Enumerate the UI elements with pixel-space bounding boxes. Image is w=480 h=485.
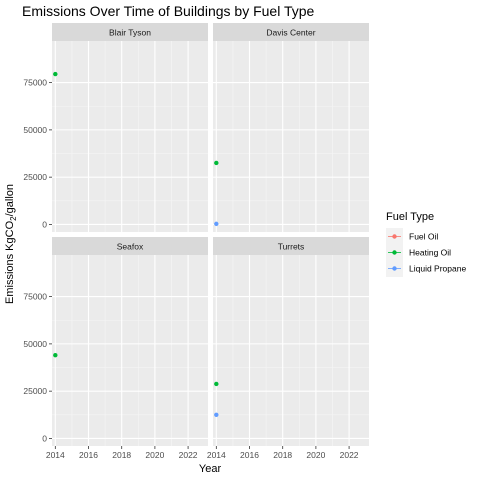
legend-entry-label: Heating Oil	[409, 248, 451, 258]
legend: Fuel Type Fuel Oil Heating Oil Liquid Prop…	[386, 211, 466, 277]
y-axes: 0 25000 50000 75000 0 25000 50000 75000	[23, 78, 52, 443]
y-tick-label: 25000	[23, 386, 47, 396]
facet-blair-tyson: Blair Tyson	[52, 23, 208, 232]
legend-title: Fuel Type	[386, 211, 434, 223]
facet-seafox: Seafox	[52, 237, 208, 446]
y-tick-label: 0	[42, 219, 47, 229]
y-axis-label-subscript: 2	[9, 216, 18, 221]
legend-key-point	[392, 266, 397, 271]
legend-entry-liquid-propane: Liquid Propane	[386, 260, 466, 277]
facet-strip-label: Davis Center	[266, 28, 315, 38]
x-tick-label: 2022	[179, 450, 198, 460]
facet-strip	[213, 23, 369, 41]
y-tick-label: 75000	[23, 292, 47, 302]
x-tick-label: 2018	[273, 450, 292, 460]
point-turrets-heating-oil	[214, 381, 219, 387]
facet-strip-label: Seafox	[117, 242, 144, 252]
facet-panels: Blair Tyson Davis Center Seafox Turrets	[52, 23, 369, 446]
facet-strip	[213, 237, 369, 255]
legend-entry-fuel-oil: Fuel Oil	[386, 228, 438, 245]
y-axis-label-tail: /gallon	[4, 184, 16, 216]
x-tick-label: 2014	[207, 450, 226, 460]
facet-davis-center: Davis Center	[213, 23, 369, 232]
x-axis-label: Year	[199, 463, 222, 475]
legend-entry-label: Liquid Propane	[409, 264, 466, 274]
point-blair-tyson-heating-oil	[53, 71, 58, 77]
point-davis-center-heating-oil	[214, 160, 219, 166]
facet-turrets: Turrets	[213, 237, 369, 446]
x-tick-label: 2016	[240, 450, 259, 460]
y-axis-label: Emissions KgCO2/gallon	[4, 184, 18, 304]
y-axis-label-main: Emissions KgCO	[4, 220, 16, 304]
y-tick-label: 25000	[23, 172, 47, 182]
panel-background	[52, 255, 208, 446]
legend-key-point	[392, 234, 397, 239]
x-tick-label: 2014	[46, 450, 65, 460]
y-tick-label: 50000	[23, 125, 47, 135]
facet-strip	[52, 23, 208, 41]
panel-background	[52, 41, 208, 232]
facet-strip	[52, 237, 208, 255]
facet-strip-label: Turrets	[278, 242, 305, 252]
x-axes: 2014 2016 2018 2020 2022 2014 2016 2018 2020 2022	[46, 446, 359, 460]
facet-strip-label: Blair Tyson	[109, 28, 151, 38]
x-tick-label: 2020	[306, 450, 325, 460]
x-tick-label: 2016	[79, 450, 98, 460]
chart-title: Emissions Over Time of Buildings by Fuel…	[22, 3, 315, 19]
x-tick-label: 2022	[340, 450, 359, 460]
panel-background	[213, 41, 369, 232]
y-tick-label: 75000	[23, 78, 47, 88]
x-tick-label: 2020	[145, 450, 164, 460]
legend-key-point	[392, 250, 397, 255]
point-turrets-liquid-propane	[214, 412, 219, 417]
x-tick-label: 2018	[112, 450, 131, 460]
point-davis-center-liquid-propane	[214, 221, 219, 227]
y-tick-label: 0	[42, 433, 47, 443]
panel-background	[213, 255, 369, 446]
legend-entry-label: Fuel Oil	[409, 232, 438, 242]
point-seafox-heating-oil	[53, 353, 58, 358]
y-tick-label: 50000	[23, 339, 47, 349]
legend-entry-heating-oil: Heating Oil	[386, 244, 451, 261]
